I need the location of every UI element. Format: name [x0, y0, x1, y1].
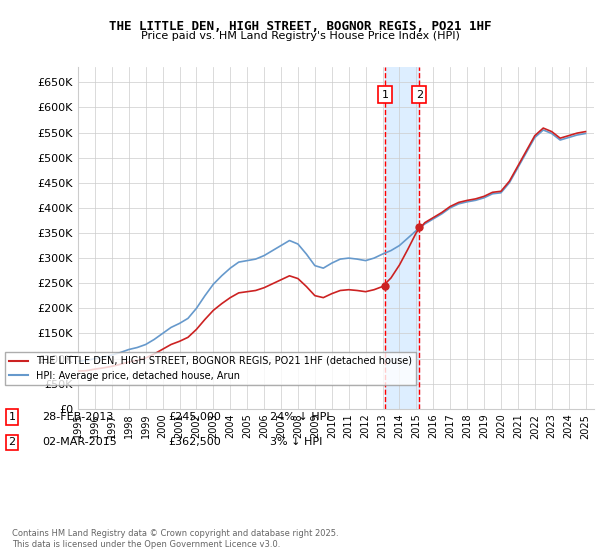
Legend: THE LITTLE DEN, HIGH STREET, BOGNOR REGIS, PO21 1HF (detached house), HPI: Avera: THE LITTLE DEN, HIGH STREET, BOGNOR REGI… [5, 352, 416, 385]
Bar [385, 67, 419, 409]
Text: 2: 2 [416, 90, 423, 100]
Text: 02-MAR-2015: 02-MAR-2015 [42, 437, 117, 447]
Text: Contains HM Land Registry data © Crown copyright and database right 2025.
This d: Contains HM Land Registry data © Crown c… [12, 529, 338, 549]
Text: Price paid vs. HM Land Registry's House Price Index (HPI): Price paid vs. HM Land Registry's House … [140, 31, 460, 41]
Text: 3% ↓ HPI: 3% ↓ HPI [270, 437, 322, 447]
Text: 28-FEB-2013: 28-FEB-2013 [42, 412, 113, 422]
Text: 1: 1 [382, 90, 389, 100]
Text: THE LITTLE DEN, HIGH STREET, BOGNOR REGIS, PO21 1HF: THE LITTLE DEN, HIGH STREET, BOGNOR REGI… [109, 20, 491, 32]
Text: 24% ↓ HPI: 24% ↓ HPI [270, 412, 329, 422]
Text: 1: 1 [8, 412, 16, 422]
Text: 2: 2 [8, 437, 16, 447]
Text: £362,500: £362,500 [168, 437, 221, 447]
Text: £245,000: £245,000 [168, 412, 221, 422]
